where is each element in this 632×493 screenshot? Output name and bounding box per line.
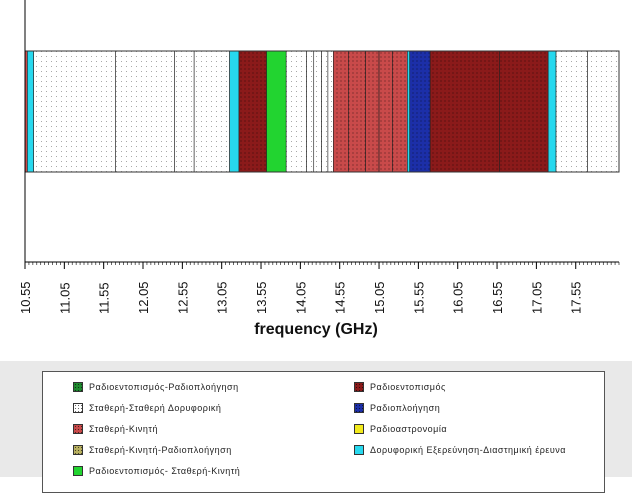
spectrum-chart: 10.55 11.05 11.55 12.05 12.55 13.05 13.55 14.05… — [18, 0, 620, 314]
spectrum-band — [365, 50, 380, 173]
spectrum-band — [392, 50, 408, 173]
legend-entry: Ραδιοεντοπισμός — [354, 380, 446, 394]
legend-label: Ραδιοεντοπισμός-Ραδιοπλοήγηση — [89, 382, 239, 392]
spectrum-band — [33, 50, 116, 173]
x-tick-label: 10.55 — [18, 281, 33, 314]
x-tick-label: 14.55 — [333, 281, 348, 314]
legend-swatch — [73, 466, 83, 476]
legend-label: Ραδιοεντοπισμός- Σταθερή-Κινητή — [89, 466, 241, 476]
spectrum-band — [499, 50, 549, 173]
spectrum-band — [333, 50, 349, 173]
x-tick-label: 14.05 — [293, 281, 308, 314]
legend-entry: Σταθερή-Σταθερή Δορυφορική — [73, 401, 221, 415]
legend-label: Σταθερή-Σταθερή Δορυφορική — [89, 403, 222, 413]
legend-entry: Ραδιοεντοπισμός- Σταθερή-Κινητή — [73, 464, 240, 478]
legend-label: Ραδιοπλοήγηση — [370, 403, 441, 413]
legend-label: Ραδιοεντοπισμός — [370, 382, 446, 392]
x-tick-label: 12.55 — [175, 281, 190, 314]
legend-entry: Δορυφορική Εξερεύνηση-Διαστημική έρευνα — [354, 443, 566, 457]
legend-swatch — [354, 403, 364, 413]
spectrum-band — [306, 50, 315, 173]
spectrum-band — [27, 50, 34, 173]
spectrum-band — [407, 50, 411, 173]
legend-entry: Σταθερή-Κινητή-Ραδιοπλοήγηση — [73, 443, 232, 457]
legend-label: Ραδιοαστρονομία — [370, 424, 448, 434]
x-tick-label: 15.05 — [372, 281, 387, 314]
legend-swatch — [354, 424, 364, 434]
spectrum-bands — [24, 50, 620, 173]
spectrum-band — [238, 50, 267, 173]
spectrum-band — [115, 50, 175, 173]
legend: Ραδιοεντοπισμός-Ραδιοπλοήγηση Ραδιοεντοπι… — [42, 371, 605, 493]
legend-swatch — [73, 403, 83, 413]
spectrum-band — [327, 50, 334, 173]
legend-entry: Ραδιοαστρονομία — [354, 422, 447, 436]
legend-label: Σταθερή-Κινητή-Ραδιοπλοήγηση — [89, 445, 232, 455]
legend-entry: Ραδιοεντοπισμός-Ραδιοπλοήγηση — [73, 380, 239, 394]
legend-swatch — [73, 424, 83, 434]
spectrum-band — [229, 50, 240, 173]
x-axis: 10.55 11.05 11.55 12.05 12.55 13.05 13.55 14.05… — [18, 0, 620, 314]
x-tick-label: 12.05 — [136, 281, 151, 314]
x-tick-label: 13.05 — [215, 281, 230, 314]
spectrum-band — [266, 50, 287, 173]
x-tick-label: 15.55 — [411, 281, 426, 314]
spectrum-band — [313, 50, 322, 173]
spectrum-band — [429, 50, 500, 173]
spectrum-band — [409, 50, 431, 173]
legend-label: Σταθερή-Κινητή — [89, 424, 158, 434]
x-tick-label: 16.05 — [451, 281, 466, 314]
legend-entry: Σταθερή-Κινητή — [73, 422, 158, 436]
spectrum-band — [378, 50, 393, 173]
x-tick-label: 13.55 — [254, 281, 269, 314]
spectrum-band — [547, 50, 557, 173]
legend-entry: Ραδιοπλοήγηση — [354, 401, 440, 415]
spectrum-band — [555, 50, 588, 173]
x-tick-label: 11.05 — [57, 282, 72, 314]
spectrum-band — [321, 50, 329, 173]
spectrum-band — [348, 50, 366, 173]
legend-swatch — [73, 382, 83, 392]
spectrum-band — [174, 50, 195, 173]
legend-swatch — [354, 382, 364, 392]
x-tick-label: 17.55 — [569, 281, 584, 314]
spectrum-band — [285, 50, 307, 173]
spectrum-band — [587, 50, 620, 173]
legend-label: Δορυφορική Εξερεύνηση-Διαστημική έρευνα — [370, 445, 566, 455]
legend-swatch — [354, 445, 364, 455]
legend-area: Ραδιοεντοπισμός-Ραδιοπλοήγηση Ραδιοεντοπι… — [0, 361, 632, 493]
x-tick-label: 16.55 — [490, 281, 505, 314]
x-tick-label: 11.55 — [97, 282, 112, 314]
x-axis-title: frequency (GHz) — [254, 321, 378, 338]
spectrum-band — [193, 50, 230, 173]
x-tick-label: 17.05 — [529, 281, 544, 314]
legend-swatch — [73, 445, 83, 455]
